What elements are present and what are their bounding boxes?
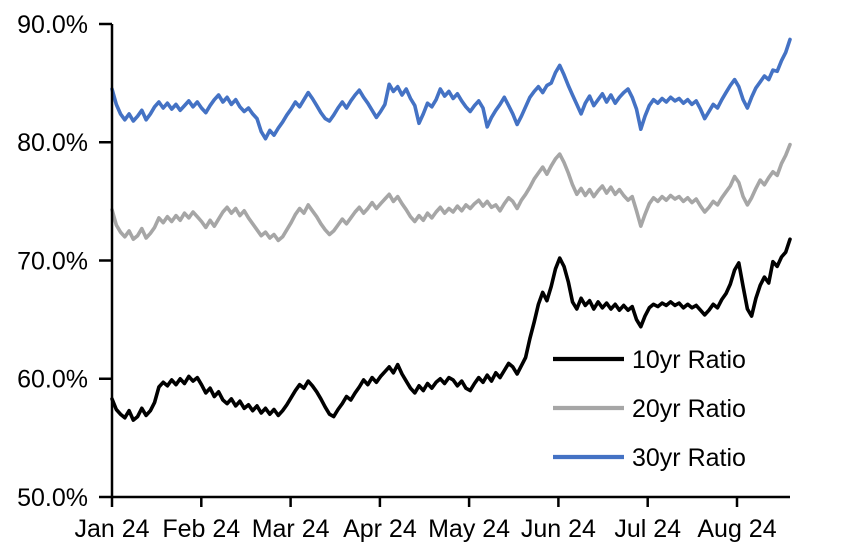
chart-series (110, 37, 792, 422)
y-tick-label-80: 80.0% (17, 129, 88, 157)
y-tick-label-90: 90.0% (17, 11, 88, 39)
x-tick-label-may: May 24 (428, 515, 510, 543)
x-tick-label-apr: Apr 24 (343, 515, 417, 543)
y-tick-label-60: 60.0% (17, 366, 88, 394)
x-axis-ticks (110, 497, 739, 507)
y-axis-labels: 90.0% 80.0% 70.0% 60.0% 50.0% (17, 11, 88, 512)
y-tick-label-50: 50.0% (17, 484, 88, 512)
x-axis-labels: Jan 24 Feb 24 Mar 24 Apr 24 May 24 Jun 2… (74, 515, 776, 543)
y-tick-label-70: 70.0% (17, 247, 88, 275)
legend: 10yr Ratio 20yr Ratio 30yr Ratio (553, 346, 746, 472)
series-line-20yr-ratio (110, 142, 792, 243)
x-tick-label-jul: Jul 24 (614, 515, 681, 543)
legend-label-20yr-ratio: 20yr Ratio (632, 395, 746, 423)
legend-label-30yr-ratio: 30yr Ratio (632, 444, 746, 472)
x-tick-label-jan: Jan 24 (74, 515, 149, 543)
series-line-30yr-ratio (110, 37, 792, 141)
x-tick-label-aug: Aug 24 (697, 515, 776, 543)
x-tick-label-feb: Feb 24 (162, 515, 240, 543)
y-axis-ticks (99, 22, 112, 499)
x-tick-label-mar: Mar 24 (252, 515, 330, 543)
legend-label-10yr-ratio: 10yr Ratio (632, 346, 746, 374)
x-tick-label-jun: Jun 24 (521, 515, 596, 543)
series-line-10yr-ratio (110, 237, 792, 422)
